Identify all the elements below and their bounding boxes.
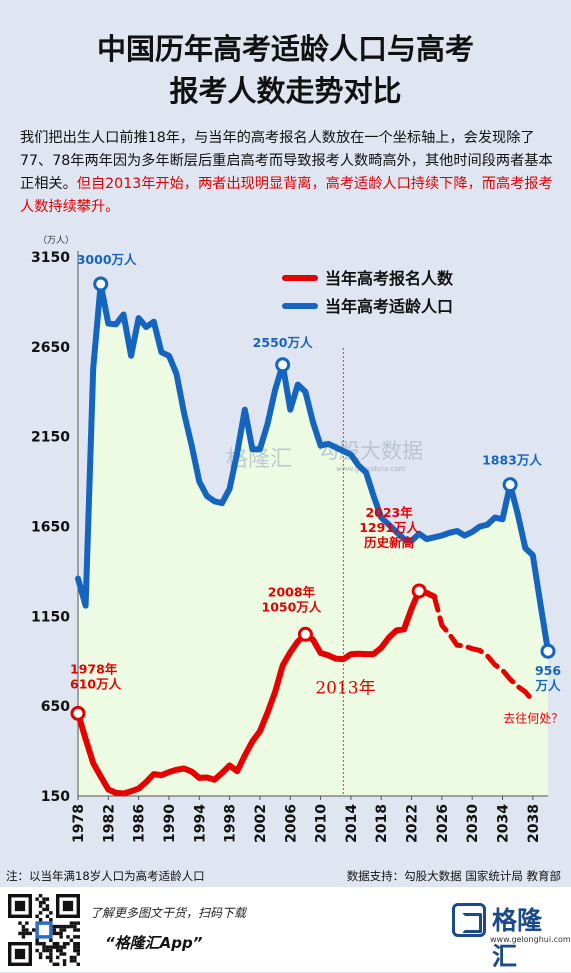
y-unit-label: （万人） <box>38 235 74 246</box>
annotation-label: 历史新高 <box>364 535 414 550</box>
series-line-applicants <box>75 588 438 797</box>
annotation-label: 1883万人 <box>482 453 542 468</box>
x-tick-label: 1978 <box>71 804 87 843</box>
x-tick-label: 1998 <box>223 804 239 843</box>
y-tick-label: 1650 <box>31 520 70 536</box>
y-tick-label: 1150 <box>31 609 70 625</box>
y-tick-label: 650 <box>41 699 70 715</box>
page-title: 中国历年高考适龄人口与高考 报考人数走势对比 <box>0 28 571 112</box>
annotation-marker <box>411 583 427 599</box>
annotation-label: 1291万人 <box>359 520 419 535</box>
annotation-label: 2023年 <box>365 505 413 520</box>
x-tick-label: 2014 <box>344 804 360 843</box>
annotation-marker <box>93 276 109 292</box>
x-tick-label: 2030 <box>465 804 481 843</box>
x-tick-label: 2010 <box>314 804 330 843</box>
qr-code-icon[interactable] <box>8 894 80 966</box>
vline-label: 2013年 <box>315 679 375 699</box>
footer-bar: 了解更多图文干货，扫码下载 “格隆汇App” 格隆汇 www.gelonghui… <box>0 887 571 972</box>
x-tick-label: 1990 <box>162 804 178 843</box>
x-tick-label: 2002 <box>253 804 269 843</box>
watermark-url: www.gogudata.com <box>336 465 405 473</box>
description: 我们把出生人口前推18年，与当年的高考报名人数放在一个坐标轴上，会发现除了77、… <box>20 127 555 219</box>
x-tick-label: 2026 <box>435 804 451 843</box>
y-tick-label: 3150 <box>31 250 70 266</box>
series-line-applicants-projection <box>431 594 536 704</box>
annotation-label: 610万人 <box>70 676 122 691</box>
promo-text: 了解更多图文干货，扫码下载 <box>90 906 247 920</box>
logo-name: 格隆汇 <box>492 906 543 971</box>
projection-label: 去往何处？ <box>503 710 563 725</box>
x-tick-label: 1982 <box>101 804 117 843</box>
annotation-marker <box>502 477 518 493</box>
annotation-marker <box>297 626 313 642</box>
logo-mark-icon <box>452 903 486 937</box>
x-tick-label: 2006 <box>283 804 299 843</box>
legend-label-applicants: 当年高考报名人数 <box>325 269 454 288</box>
logo-url: www.gelonghui.com <box>490 935 571 944</box>
legend-label-population: 当年高考适龄人口 <box>325 297 453 316</box>
data-source: 数据支持：勾股大数据 国家统计局 教育部 <box>346 869 561 883</box>
footnote: 注：以当年满18岁人口为高考适龄人口 <box>6 869 205 883</box>
annotation-label: 2550万人 <box>253 335 313 350</box>
y-tick-label: 2650 <box>31 340 70 356</box>
annotation-marker <box>540 643 556 659</box>
series-line-population <box>75 281 551 655</box>
annotation-label: 1978年 <box>70 661 118 676</box>
x-tick-label: 2034 <box>496 804 512 843</box>
x-tick-label: 1986 <box>132 804 148 843</box>
x-tick-label: 2018 <box>374 804 390 843</box>
chart-area-fill <box>78 284 548 796</box>
annotation-label: 万人 <box>534 678 561 693</box>
x-tick-label: 2022 <box>405 804 421 843</box>
annotation-label: 1050万人 <box>262 599 322 614</box>
app-name: “格隆汇App” <box>105 934 203 952</box>
annotation-marker <box>70 705 86 721</box>
annotation-marker <box>275 357 291 373</box>
annotation-label: 2008年 <box>268 584 316 599</box>
title-line-2: 报考人数走势对比 <box>169 74 402 108</box>
y-tick-label: 2150 <box>31 430 70 446</box>
x-tick-label: 1994 <box>192 804 208 843</box>
brand-logo: 格隆汇 www.gelonghui.com <box>452 899 571 971</box>
annotation-label: 3000万人 <box>77 252 137 267</box>
x-tick-label: 2038 <box>526 804 542 843</box>
watermark-right: 勾股大数据 <box>318 439 423 463</box>
y-tick-label: 150 <box>41 789 70 805</box>
annotation-label: 956 <box>535 663 561 678</box>
description-highlight: 但自2013年开始，两者出现明显背离，高考适龄人口持续下降，而高考报考人数持续攀… <box>20 176 553 215</box>
line-chart: （万人） 150 650 1150 1650 2150 2650 3150 1978 1982 19… <box>31 235 563 843</box>
description-text: 我们把出生人口前推18年，与当年的高考报名人数放在一个坐标轴上，会发现除了77、… <box>20 130 553 192</box>
title-line-1: 中国历年高考适龄人口与高考 <box>96 32 474 66</box>
